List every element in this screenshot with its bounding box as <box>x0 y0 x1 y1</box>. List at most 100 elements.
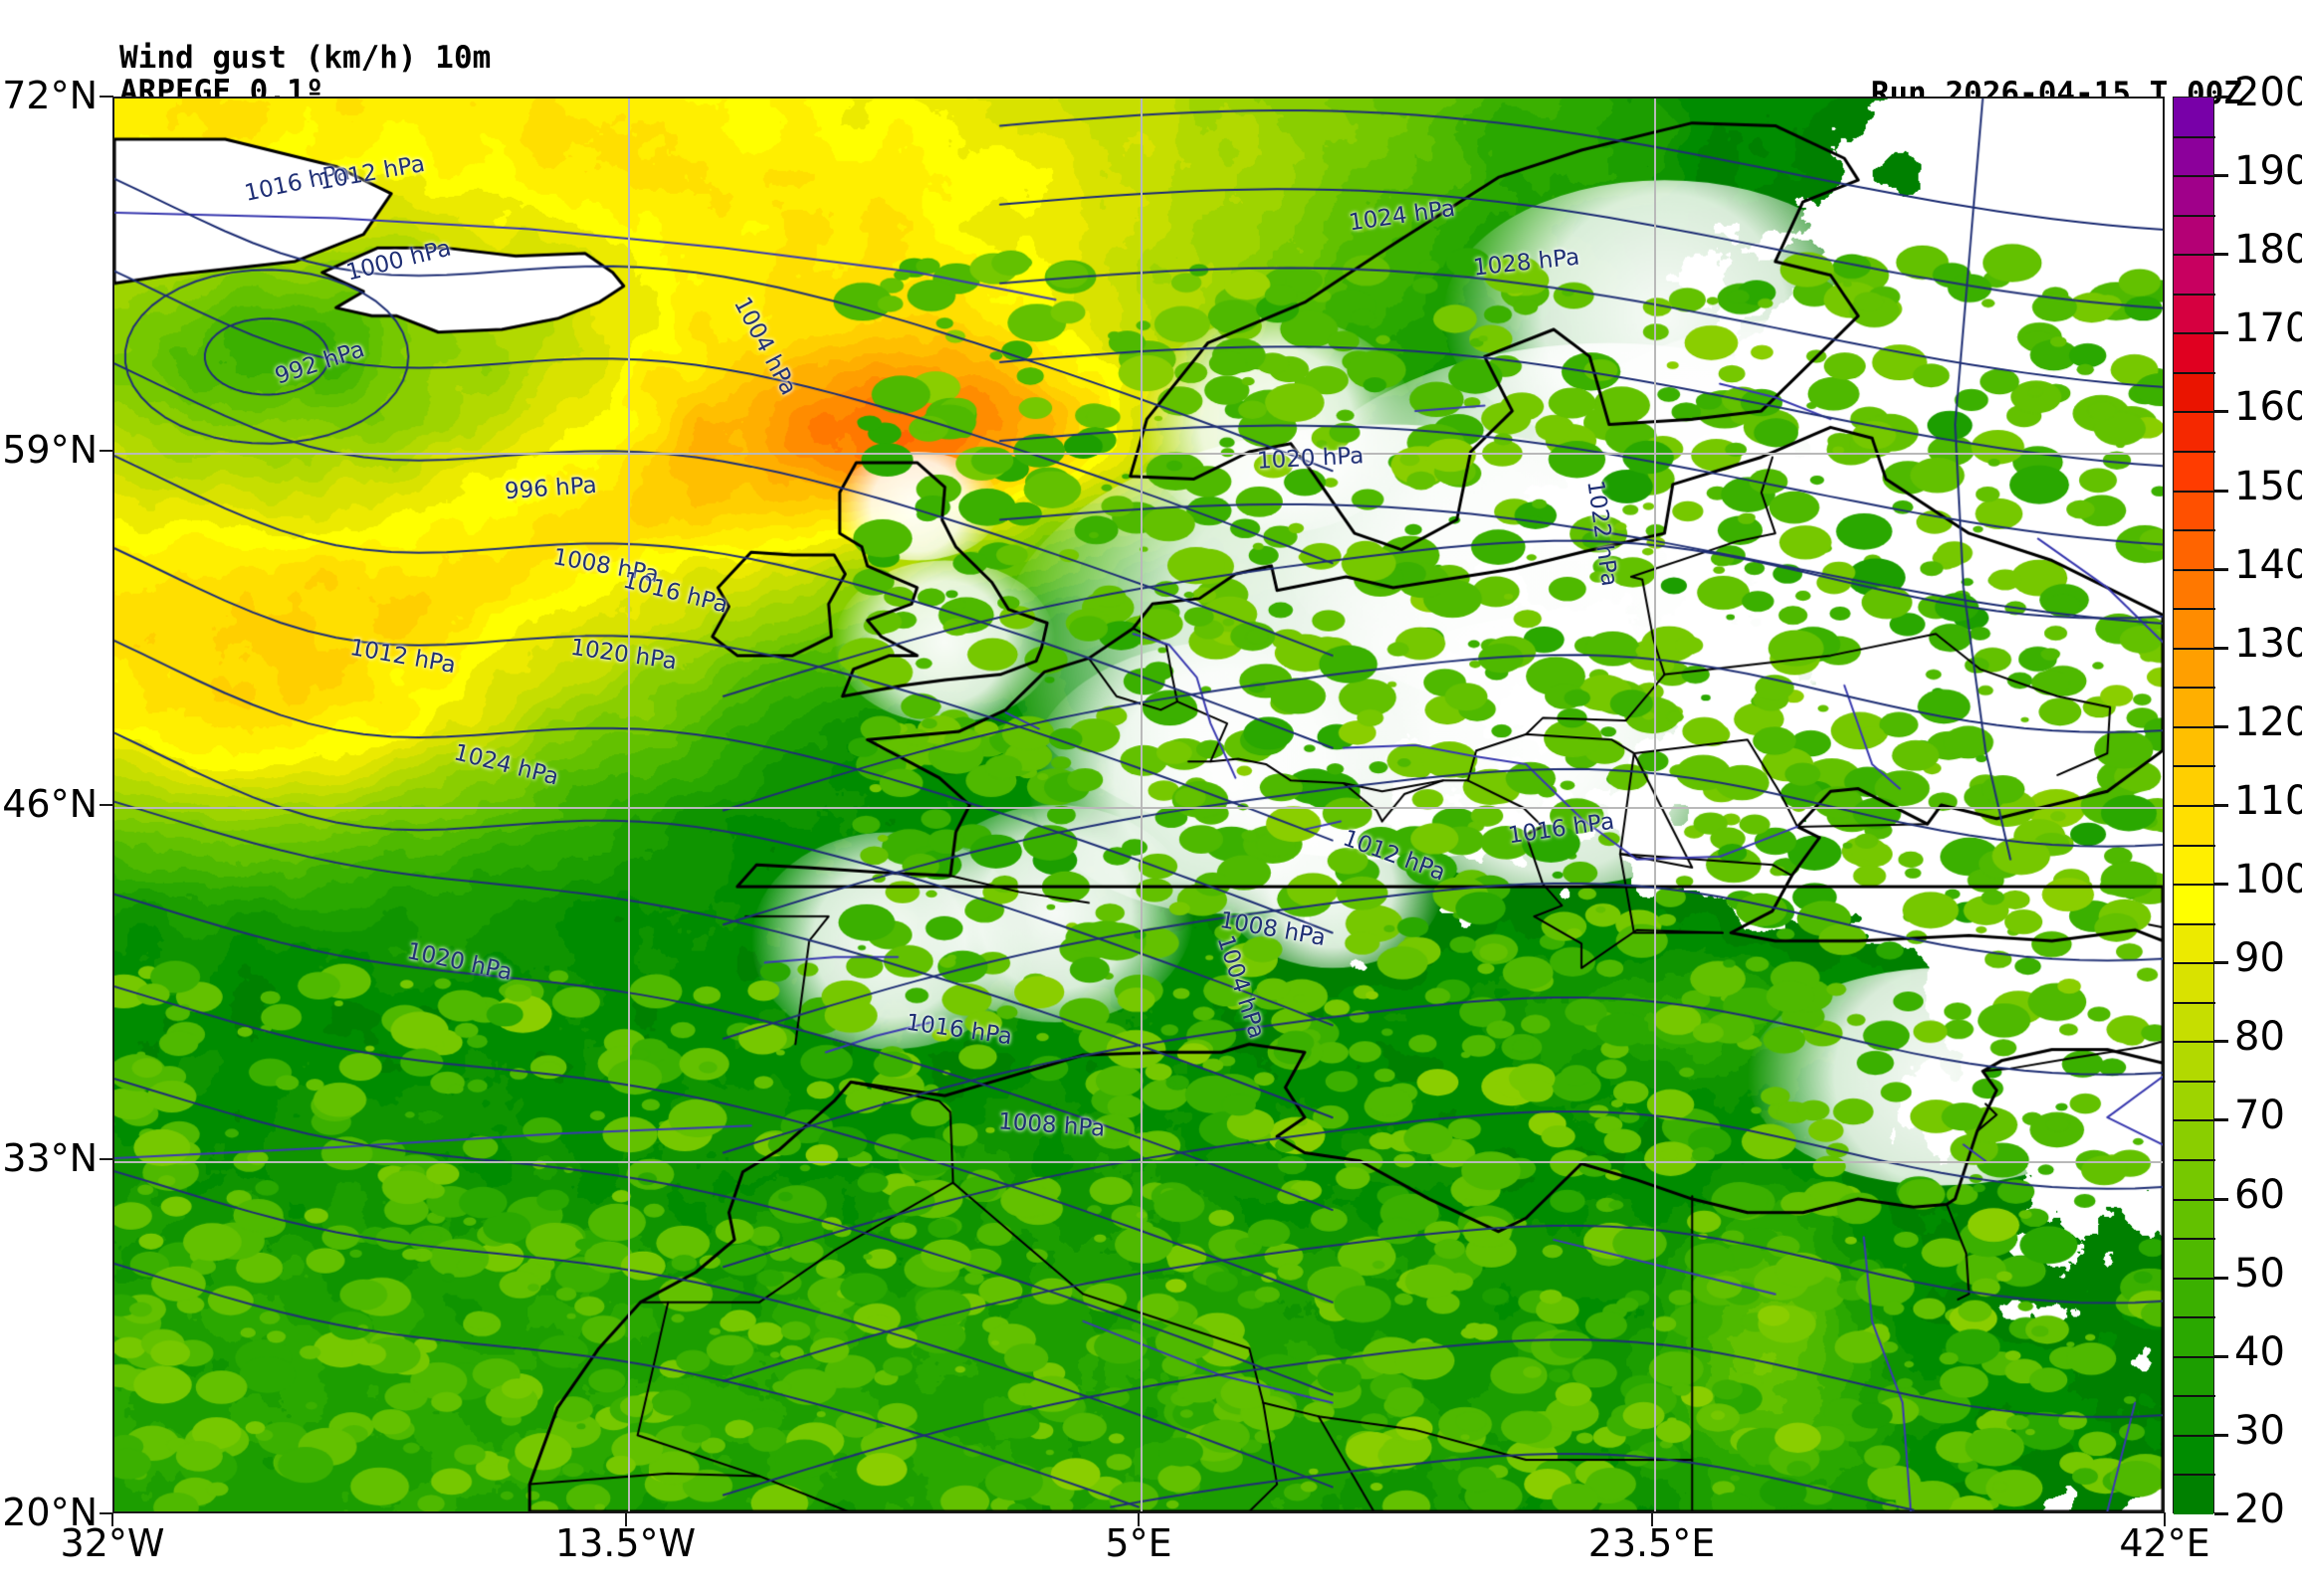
lon-tick-label-3: 23.5°E <box>1587 1521 1716 1565</box>
colorbar-band-28 <box>2174 1199 2213 1239</box>
colorbar-separator-8 <box>2174 411 2215 414</box>
colorbar-tick-mark-12 <box>2214 1040 2228 1044</box>
colorbar-band-24 <box>2174 1042 2213 1082</box>
colorbar-tick-label-13: 70 <box>2234 1093 2285 1139</box>
colorbar-tick-label-15: 50 <box>2234 1250 2285 1297</box>
colorbar-band-13 <box>2174 609 2213 649</box>
graticule-parallel-1 <box>114 453 2163 455</box>
colorbar-separator-3 <box>2174 214 2215 217</box>
colorbar-separator-30 <box>2174 1277 2215 1280</box>
colorbar-band-7 <box>2174 372 2213 413</box>
colorbar-band-27 <box>2174 1159 2213 1200</box>
colorbar-separator-12 <box>2174 568 2215 571</box>
colorbar-tick-label-9: 110 <box>2234 778 2302 824</box>
colorbar-band-22 <box>2174 963 2213 1003</box>
colorbar-band-12 <box>2174 569 2213 610</box>
colorbar-tick-label-3: 170 <box>2234 305 2302 352</box>
colorbar-band-3 <box>2174 215 2213 256</box>
lat-tick-label-1: 59°N <box>2 428 98 472</box>
lat-tick-mark-3 <box>100 1158 113 1160</box>
colorbar-band-1 <box>2174 136 2213 177</box>
colorbar-band-30 <box>2174 1278 2213 1317</box>
colorbar-band-34 <box>2174 1435 2213 1476</box>
colorbar-tick-mark-0 <box>2214 96 2228 99</box>
colorbar-separator-20 <box>2174 884 2215 887</box>
colorbar-separator-19 <box>2174 844 2215 847</box>
colorbar-tick-label-11: 90 <box>2234 935 2285 982</box>
lon-tick-label-2: 5°E <box>1105 1521 1172 1565</box>
lat-tick-label-0: 72°N <box>2 74 98 117</box>
colorbar-separator-11 <box>2174 529 2215 532</box>
colorbar-tick-label-1: 190 <box>2234 148 2302 195</box>
colorbar-tick-mark-11 <box>2214 961 2228 965</box>
colorbar-separator-34 <box>2174 1434 2215 1437</box>
colorbar-band-29 <box>2174 1238 2213 1279</box>
colorbar-separator-24 <box>2174 1041 2215 1044</box>
colorbar-band-17 <box>2174 766 2213 806</box>
graticule-meridian-3 <box>1653 99 1656 1511</box>
header: Wind gust (km/h) 10m Run 2026-04-15 T 00… <box>0 0 2302 181</box>
colorbar-band-33 <box>2174 1396 2213 1436</box>
colorbar-band-26 <box>2174 1120 2213 1160</box>
colorbar-separator-31 <box>2174 1316 2215 1319</box>
colorbar-separator-15 <box>2174 687 2215 690</box>
colorbar-separator-35 <box>2174 1474 2215 1477</box>
colorbar-band-10 <box>2174 491 2213 531</box>
colorbar-separator-33 <box>2174 1395 2215 1398</box>
lon-tick-mark-2 <box>1138 1512 1140 1526</box>
colorbar-separator-26 <box>2174 1119 2215 1122</box>
colorbar-tick-label-0: 200 <box>2234 70 2302 115</box>
colorbar-band-15 <box>2174 688 2213 727</box>
colorbar-band-9 <box>2174 451 2213 492</box>
colorbar-tick-mark-7 <box>2214 646 2228 650</box>
colorbar-tick-mark-1 <box>2214 174 2228 178</box>
lat-tick-mark-4 <box>100 1512 113 1514</box>
colorbar-tick-mark-4 <box>2214 410 2228 414</box>
colorbar-separator-25 <box>2174 1080 2215 1083</box>
colorbar-band-18 <box>2174 805 2213 846</box>
colorbar-separator-32 <box>2174 1355 2215 1358</box>
colorbar-separator-7 <box>2174 371 2215 374</box>
graticule-parallel-3 <box>114 1161 2163 1163</box>
colorbar-band-11 <box>2174 530 2213 570</box>
colorbar-separator-14 <box>2174 647 2215 650</box>
lon-tick-label-1: 13.5°W <box>554 1521 697 1565</box>
colorbar-band-16 <box>2174 726 2213 767</box>
colorbar[interactable] <box>2173 97 2215 1514</box>
colorbar-tick-mark-6 <box>2214 567 2228 571</box>
colorbar-separator-13 <box>2174 608 2215 611</box>
header-row-top: Wind gust (km/h) 10m Run 2026-04-15 T 00… <box>0 4 2302 111</box>
colorbar-tick-label-2: 180 <box>2234 227 2302 274</box>
colorbar-tick-mark-14 <box>2214 1197 2228 1201</box>
colorbar-tick-mark-16 <box>2214 1354 2228 1358</box>
colorbar-band-6 <box>2174 333 2213 373</box>
colorbar-separator-18 <box>2174 805 2215 807</box>
colorbar-tick-label-7: 130 <box>2234 620 2302 667</box>
lon-tick-label-0: 32°W <box>60 1521 165 1565</box>
colorbar-tick-label-14: 60 <box>2234 1171 2285 1218</box>
colorbar-band-20 <box>2174 884 2213 924</box>
colorbar-band-21 <box>2174 923 2213 964</box>
colorbar-tick-label-17: 30 <box>2234 1407 2285 1454</box>
colorbar-tick-mark-8 <box>2214 724 2228 728</box>
colorbar-tick-mark-5 <box>2214 489 2228 493</box>
colorbar-separator-27 <box>2174 1159 2215 1161</box>
colorbar-tick-label-18: 20 <box>2234 1487 2285 1532</box>
colorbar-separator-16 <box>2174 725 2215 728</box>
lat-tick-mark-2 <box>100 804 113 806</box>
colorbar-tick-label-10: 100 <box>2234 857 2302 903</box>
lon-tick-mark-1 <box>624 1512 627 1526</box>
colorbar-separator-1 <box>2174 135 2215 138</box>
graticule-parallel-2 <box>114 807 2163 809</box>
colorbar-band-5 <box>2174 294 2213 334</box>
map-plot-area[interactable]: 1016 hPa 1012 hPa 1000 hPa 992 hPa 1004 hPa 1… <box>112 97 2165 1513</box>
colorbar-tick-label-8: 120 <box>2234 698 2302 745</box>
colorbar-tick-label-6: 140 <box>2234 541 2302 588</box>
colorbar-band-4 <box>2174 255 2213 295</box>
colorbar-separator-28 <box>2174 1198 2215 1201</box>
colorbar-tick-mark-10 <box>2214 883 2228 887</box>
graticule-meridian-2 <box>1141 99 1143 1511</box>
lat-tick-label-3: 33°N <box>2 1136 98 1180</box>
lon-tick-mark-0 <box>111 1512 113 1526</box>
lon-tick-label-4: 42°E <box>2119 1521 2210 1565</box>
